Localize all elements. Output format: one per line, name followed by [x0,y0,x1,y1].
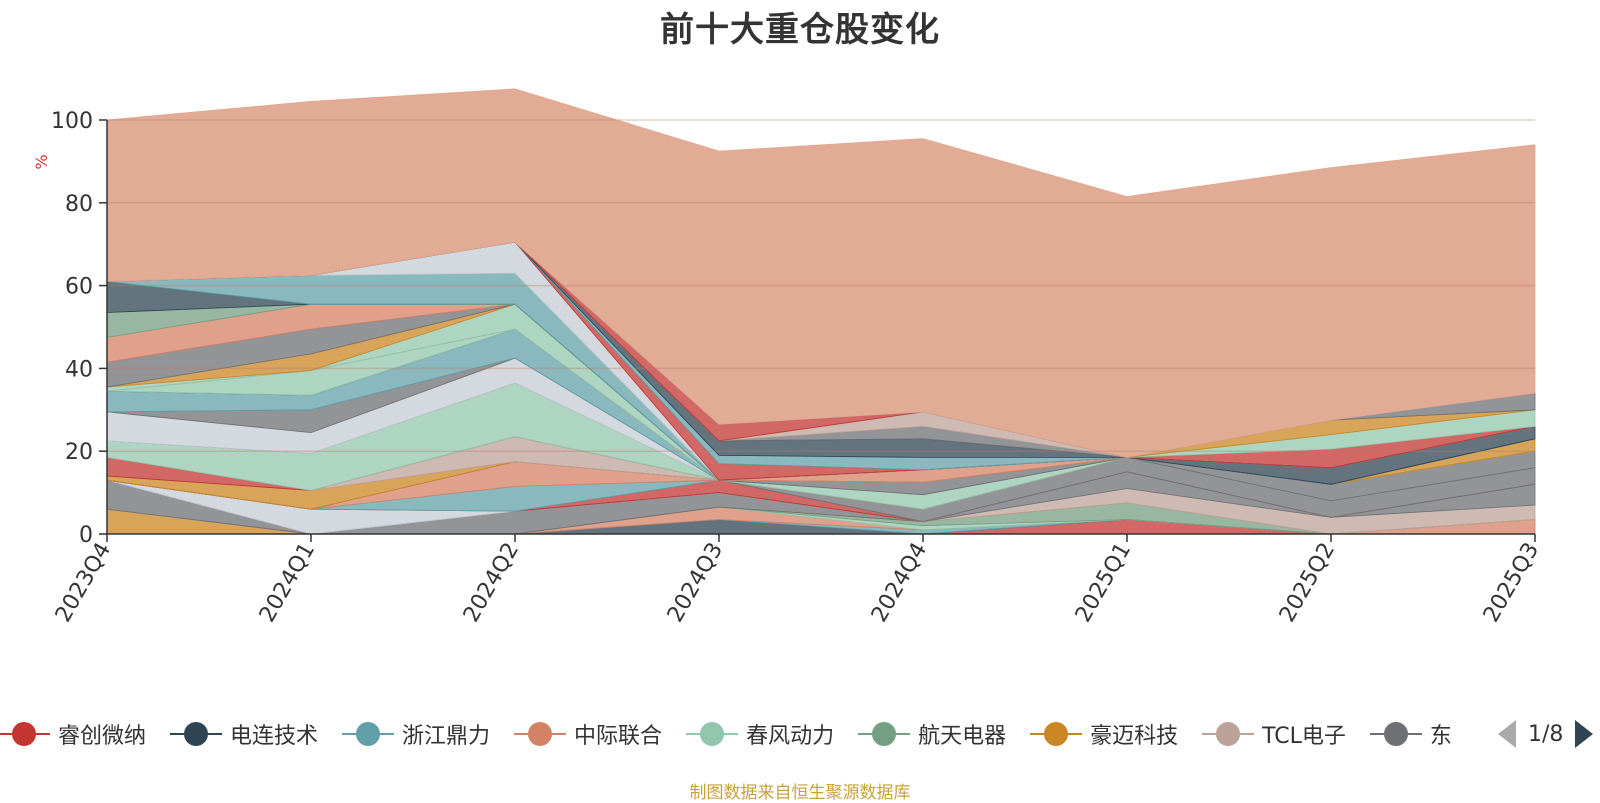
series-areas [106,88,1536,535]
y-tick-label: 40 [65,357,93,382]
legend-pager: 1/8 [1498,716,1594,752]
x-tick-label: 2025Q2 [1275,539,1340,627]
source-note: 制图数据来自恒生聚源数据库 [689,783,911,803]
y-tick-label: 60 [65,275,93,300]
legend-item[interactable]: 睿创微纳 [0,716,146,752]
legend-label: 中际联合 [574,724,663,749]
legend-swatch-icon [170,720,223,748]
legend-items: 睿创微纳 电连技术 浙江鼎力 中际联合 春风动力 航天电器 豪迈科技 TCL电子 东 [0,716,1484,752]
x-tick-label: 2025Q3 [1479,539,1544,627]
x-tick-label: 2025Q1 [1071,539,1136,627]
y-axis-label: % [32,154,51,169]
y-tick-label: 80 [65,192,93,217]
legend-swatch-icon [342,720,395,748]
legend-label: 浙江鼎力 [402,724,491,749]
y-tick-label: 0 [79,523,93,548]
y-tick-label: 100 [51,109,93,134]
legend-swatch-icon [514,720,567,748]
legend-label: 豪迈科技 [1090,724,1179,749]
legend-item[interactable]: 东 [1369,716,1452,752]
series-area-43[interactable] [106,88,1536,458]
legend-label: 电连技术 [230,724,319,749]
legend-item[interactable]: 中际联合 [514,716,662,752]
legend-item[interactable]: 春风动力 [686,716,834,752]
legend-prev-page-icon[interactable] [1498,720,1516,748]
legend-swatch-icon [686,720,739,748]
legend-label: 春风动力 [746,724,835,749]
legend-swatch-icon [0,720,50,748]
x-tick-label: 2024Q4 [867,539,932,627]
chart-title: 前十大重仓股变化 [660,10,940,50]
x-tick-label: 2024Q3 [663,539,728,627]
x-tick-label: 2024Q1 [255,539,320,627]
legend-item[interactable]: 浙江鼎力 [342,716,490,752]
y-tick-label: 20 [65,440,93,465]
legend-swatch-icon [858,720,911,748]
legend-swatch-icon [1030,720,1083,748]
legend-item[interactable]: TCL电子 [1202,716,1346,752]
gridlines [107,119,1535,452]
legend-next-page-icon[interactable] [1575,720,1594,748]
x-tick-label: 2023Q4 [51,539,116,627]
x-tick-label: 2024Q2 [459,539,524,627]
legend-item[interactable]: 豪迈科技 [1030,716,1178,752]
legend-page-indicator: 1/8 [1528,721,1564,747]
legend: 睿创微纳 电连技术 浙江鼎力 中际联合 春风动力 航天电器 豪迈科技 TCL电子 东 [0,716,1600,752]
legend-label: 东 [1429,724,1452,749]
legend-item[interactable]: 电连技术 [170,716,318,752]
legend-label: 睿创微纳 [58,724,147,749]
legend-swatch-icon [1369,720,1422,748]
legend-swatch-icon [1202,720,1255,748]
legend-item[interactable]: 航天电器 [858,716,1006,752]
legend-label: TCL电子 [1262,724,1346,749]
legend-label: 航天电器 [918,724,1007,749]
